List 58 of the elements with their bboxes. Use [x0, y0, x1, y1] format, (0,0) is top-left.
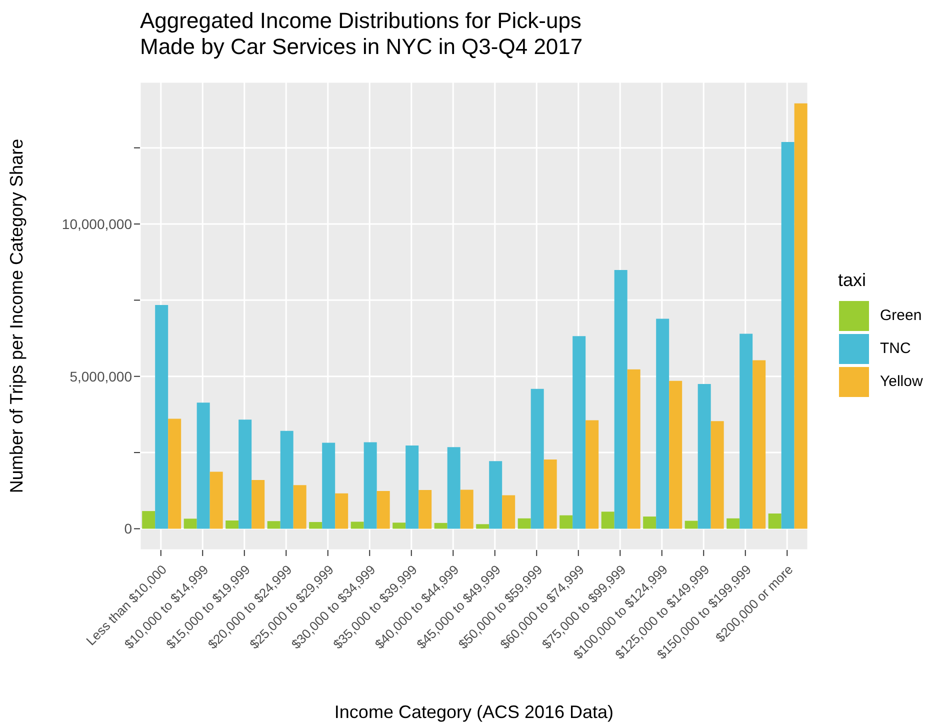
x-axis-title: Income Category (ACS 2016 Data) — [334, 702, 614, 722]
bar — [710, 421, 724, 529]
bar — [572, 336, 586, 529]
bar — [196, 402, 210, 529]
bar — [460, 490, 474, 529]
bar — [280, 430, 294, 529]
bar — [418, 490, 432, 529]
bar — [726, 518, 740, 529]
legend-label: TNC — [880, 340, 911, 357]
legend-title: taxi — [838, 270, 868, 291]
bar — [740, 334, 753, 529]
bar — [293, 485, 306, 529]
bar — [586, 420, 599, 529]
bar — [376, 490, 390, 529]
bar — [434, 522, 448, 529]
bar — [489, 461, 502, 529]
y-tick-label: 0 — [124, 520, 132, 537]
bar — [643, 516, 656, 529]
bar — [781, 142, 794, 529]
bar — [142, 511, 156, 529]
bar — [184, 518, 197, 529]
bar — [210, 472, 223, 529]
bar — [530, 388, 544, 529]
bar — [322, 442, 336, 529]
bar — [350, 522, 364, 529]
bar — [267, 521, 280, 529]
bar — [238, 420, 252, 529]
bar — [544, 460, 557, 529]
bar — [627, 369, 640, 529]
bar — [226, 520, 239, 529]
chart-title: Aggregated Income Distributions for Pick-ups Made by Car Services in NYC in Q3-Q4 2017 — [140, 8, 583, 60]
bar — [669, 380, 682, 529]
bar — [252, 480, 265, 529]
bar — [794, 103, 808, 529]
bar — [560, 515, 573, 529]
bar — [614, 270, 628, 529]
bar — [309, 522, 322, 529]
bar — [155, 305, 168, 529]
bar — [335, 493, 348, 529]
bar — [447, 447, 460, 529]
y-axis-title: Number of Trips per Income Category Share — [6, 138, 26, 494]
y-tick-label: 10,000,000 — [62, 216, 132, 232]
bar — [392, 522, 406, 529]
bar — [656, 318, 670, 529]
bar — [476, 524, 490, 529]
legend-label: Yellow — [880, 373, 923, 390]
bar — [698, 384, 711, 529]
bar — [502, 495, 516, 529]
bar — [752, 360, 766, 529]
y-tick-label: 5,000,000 — [70, 368, 132, 384]
bar — [406, 446, 419, 529]
bar — [768, 513, 782, 529]
bar — [684, 520, 698, 529]
bar — [364, 442, 377, 529]
bar — [518, 518, 531, 529]
legend-label: Green — [880, 307, 922, 324]
bar — [168, 418, 182, 529]
bar — [601, 512, 614, 529]
